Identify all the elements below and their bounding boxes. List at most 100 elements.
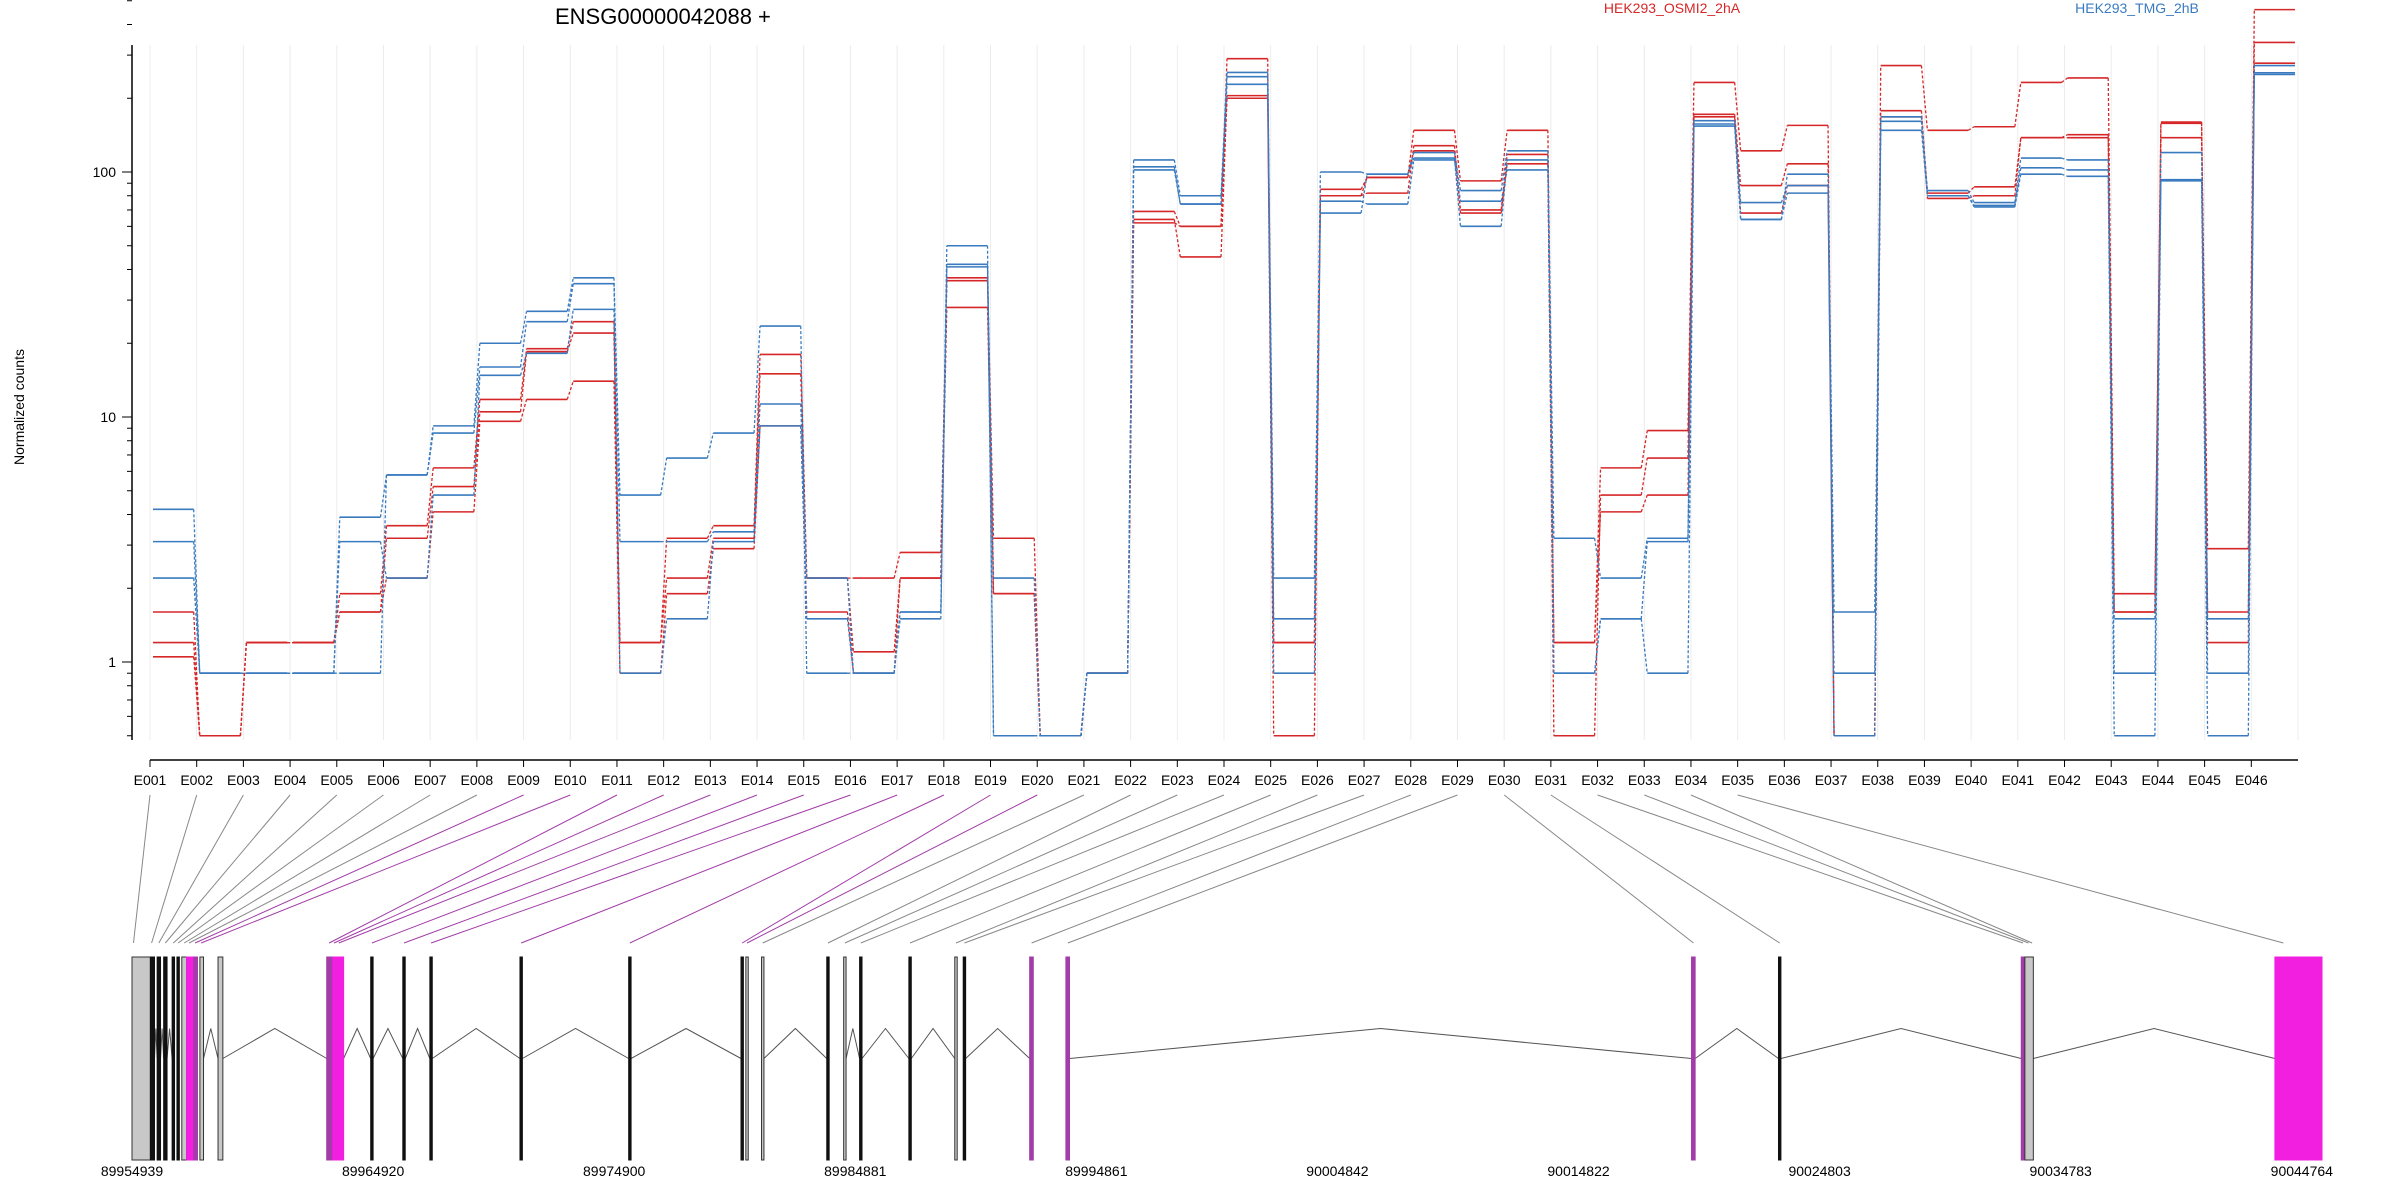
x-tick-label: E043 <box>2095 772 2128 788</box>
exon-block <box>370 956 374 1161</box>
intron-line <box>1780 1027 2022 1059</box>
series-connector <box>1687 126 1695 674</box>
exon-block <box>217 956 224 1161</box>
exon-connector <box>333 794 664 944</box>
x-tick-label: E001 <box>134 772 167 788</box>
x-tick-label: E040 <box>1955 772 1988 788</box>
series-connector <box>1640 457 1648 496</box>
series-connector <box>473 366 481 434</box>
exon-connector <box>1067 794 1458 944</box>
exon-block <box>402 956 406 1161</box>
exon-connector <box>1550 794 1780 944</box>
x-tick-label: E031 <box>1535 772 1568 788</box>
x-tick-label: E003 <box>227 772 260 788</box>
series-connector <box>706 541 714 619</box>
series-connector <box>1640 618 1648 674</box>
series-connector <box>1407 145 1415 194</box>
series-connector <box>986 266 995 579</box>
series-connector <box>800 425 808 619</box>
series-connector <box>706 531 714 542</box>
genome-tick-label: 90044764 <box>2271 1163 2334 1179</box>
series-connector <box>333 541 341 674</box>
x-tick-label: E036 <box>1768 772 1801 788</box>
series-connector <box>1126 169 1135 674</box>
series-connector <box>193 611 201 736</box>
exon-block <box>131 956 151 1161</box>
series-connector <box>1547 159 1555 674</box>
exon-block <box>826 956 830 1161</box>
x-tick-label: E029 <box>1441 772 1474 788</box>
x-tick-label: E012 <box>647 772 680 788</box>
series-connector <box>1640 538 1648 579</box>
exon-block <box>199 956 205 1161</box>
intron-line <box>1069 1027 1692 1059</box>
exon-block <box>1777 956 1782 1161</box>
series-connector <box>660 578 668 643</box>
exon-block <box>954 956 958 1161</box>
axes: 1 10 100 <box>93 0 2298 761</box>
x-tick-label: E023 <box>1161 772 1194 788</box>
x-tick-label: E017 <box>881 772 914 788</box>
series-connector <box>1173 166 1181 205</box>
series-connector <box>1827 193 1835 736</box>
series-connector <box>1500 150 1508 191</box>
series-connector <box>1920 130 1929 196</box>
series-connector <box>1593 538 1602 579</box>
intron-line <box>630 1027 742 1059</box>
series-connector <box>800 403 808 579</box>
exon-block <box>1065 956 1071 1161</box>
exon-block <box>745 956 749 1161</box>
series-connector <box>753 354 761 526</box>
exon-connector <box>338 794 711 944</box>
exon-connector <box>132 794 151 944</box>
series-connector <box>1313 213 1322 674</box>
series-connector <box>1780 185 1788 203</box>
series-connector <box>379 541 388 579</box>
series-connector <box>940 264 948 619</box>
series-connector <box>2061 173 2068 177</box>
series-connector <box>379 577 388 613</box>
series-connector <box>1360 200 1368 205</box>
x-tick-label: E006 <box>367 772 400 788</box>
series-connector <box>1313 171 1322 579</box>
series-connector <box>706 538 714 579</box>
series-connector <box>800 326 808 674</box>
x-tick-label: E009 <box>507 772 540 788</box>
series-connector <box>1453 158 1462 227</box>
series-connector <box>1920 121 1929 196</box>
x-tick-label: E016 <box>834 772 867 788</box>
intron-line <box>343 1027 372 1059</box>
series-lines <box>153 8 2295 737</box>
x-tick-label: E010 <box>554 772 587 788</box>
series-connector <box>2107 137 2115 612</box>
exon-connector <box>844 794 1178 944</box>
series-connector <box>1360 192 1368 197</box>
genome-tick-label: 90004842 <box>1306 1163 1369 1179</box>
series-connector <box>706 432 714 459</box>
genomic-coordinate-labels: 89954939 89964920 89974900 89984881 89994861… <box>101 1163 2333 1179</box>
series-connector <box>753 425 761 542</box>
series-connector <box>473 421 481 512</box>
exon-connector <box>746 794 1038 944</box>
exon-connector <box>164 794 291 944</box>
exon-block <box>163 956 168 1161</box>
exon-connector <box>629 794 945 944</box>
exon-connector <box>188 794 478 944</box>
series-connector <box>1173 169 1181 205</box>
series-connector <box>1967 190 1975 203</box>
exon-block <box>2024 956 2034 1161</box>
x-tick-label: E018 <box>927 772 960 788</box>
exon-block <box>156 956 162 1161</box>
series-connector <box>1734 114 1742 186</box>
intron-line <box>965 1027 1031 1059</box>
series-connector <box>566 332 574 352</box>
series-connector <box>519 321 528 368</box>
series-connector <box>1593 511 1602 643</box>
x-tick-label: E045 <box>2188 772 2221 788</box>
series-connector <box>1734 123 1742 203</box>
series-connector <box>1407 130 1415 178</box>
series-connector <box>566 309 574 354</box>
x-tick-label: E011 <box>601 772 633 788</box>
x-tick-label: E046 <box>2235 772 2268 788</box>
